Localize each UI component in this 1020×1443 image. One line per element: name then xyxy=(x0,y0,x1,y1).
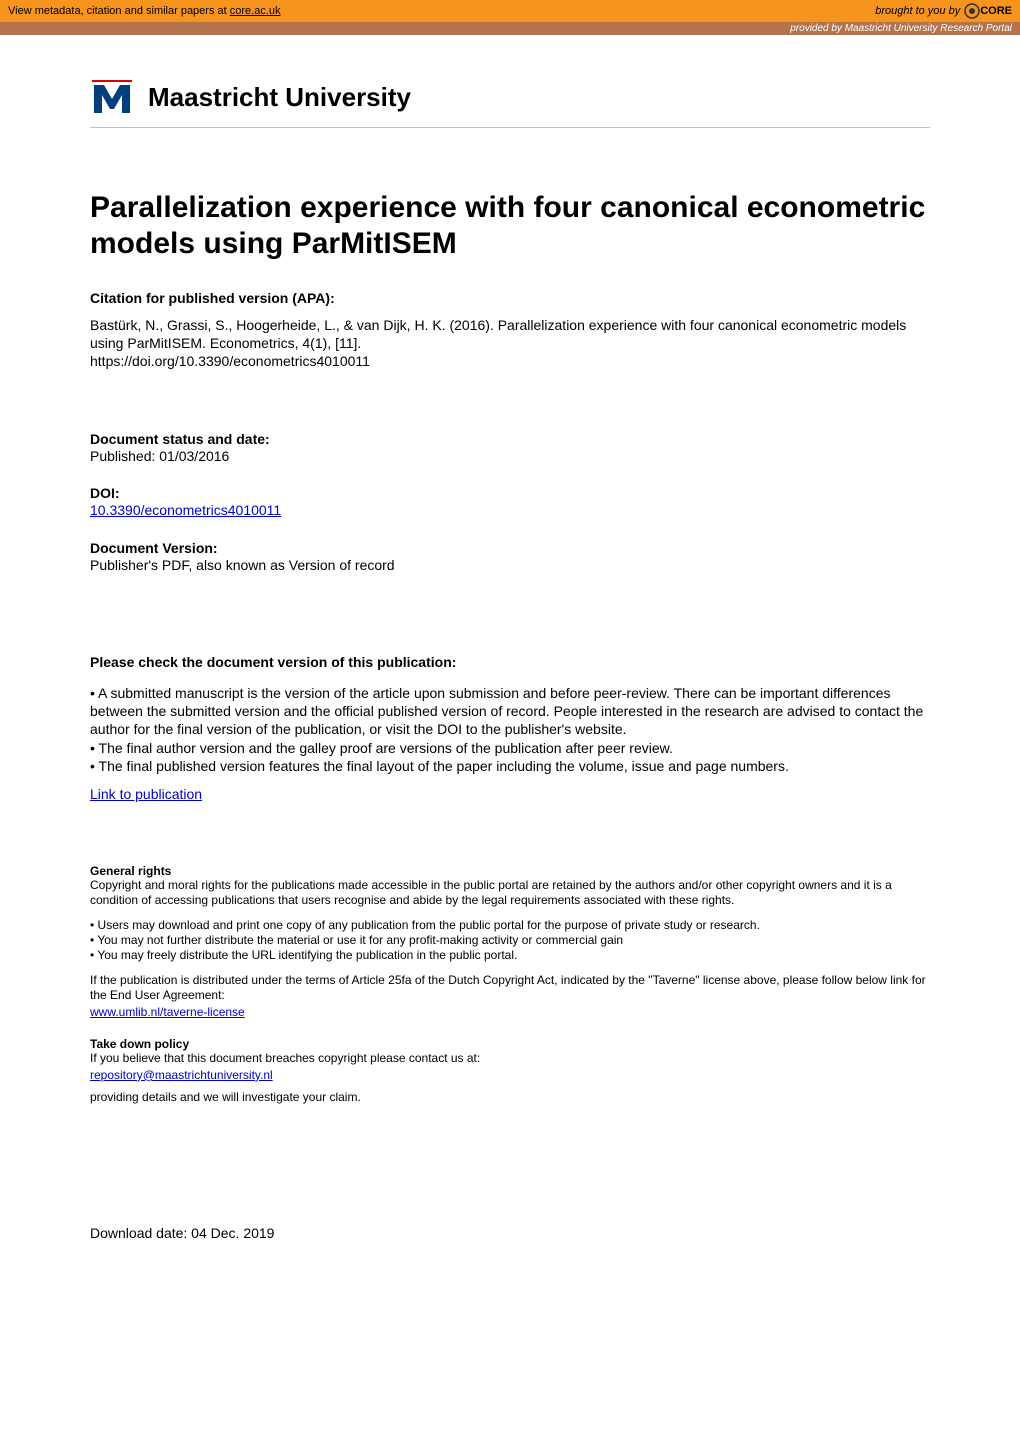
check-bullet-2: • The final author version and the galle… xyxy=(90,739,930,757)
link-to-publication[interactable]: Link to publication xyxy=(90,786,202,802)
core-brought-by: brought to you by xyxy=(875,5,960,17)
take-down-heading: Take down policy xyxy=(90,1037,930,1051)
core-banner-left: View metadata, citation and similar pape… xyxy=(8,5,281,17)
university-header: Maastricht University xyxy=(90,75,930,119)
paper-title: Parallelization experience with four can… xyxy=(90,190,930,262)
take-down-p1: If you believe that this document breach… xyxy=(90,1051,930,1066)
check-bullet-1: • A submitted manuscript is the version … xyxy=(90,684,930,739)
provided-prefix: provided by xyxy=(790,23,844,34)
core-banner: View metadata, citation and similar pape… xyxy=(0,0,1020,22)
status-label: Document status and date: xyxy=(90,431,930,447)
check-bullet-3: • The final published version features t… xyxy=(90,757,930,775)
core-logo-label: CORE xyxy=(980,5,1012,17)
citation-doi-url: https://doi.org/10.3390/econometrics4010… xyxy=(90,353,370,369)
general-rights: General rights Copyright and moral right… xyxy=(90,864,930,1021)
rights-li-3: You may freely distribute the URL identi… xyxy=(90,948,930,963)
citation-label: Citation for published version (APA): xyxy=(90,290,930,306)
core-banner-text: View metadata, citation and similar pape… xyxy=(8,5,230,17)
provided-source: Maastricht University Research Portal xyxy=(845,23,1012,34)
take-down-policy: Take down policy If you believe that thi… xyxy=(90,1037,930,1105)
check-body: • A submitted manuscript is the version … xyxy=(90,684,930,775)
rights-li-1: Users may download and print one copy of… xyxy=(90,918,930,933)
university-name: Maastricht University xyxy=(148,82,411,113)
provided-by-bar: provided by Maastricht University Resear… xyxy=(0,22,1020,35)
core-link[interactable]: core.ac.uk xyxy=(230,5,281,17)
core-banner-right: brought to you by CORE xyxy=(875,3,1012,19)
rights-p2: If the publication is distributed under … xyxy=(90,973,930,1003)
core-logo[interactable]: CORE xyxy=(964,3,1012,19)
download-date: Download date: 04 Dec. 2019 xyxy=(90,1225,930,1241)
citation-text: Bastürk, N., Grassi, S., Hoogerheide, L.… xyxy=(90,317,906,351)
rights-li-2: You may not further distribute the mater… xyxy=(90,933,930,948)
citation-apa: Bastürk, N., Grassi, S., Hoogerheide, L.… xyxy=(90,316,930,371)
header-rule xyxy=(90,127,930,128)
version-value: Publisher's PDF, also known as Version o… xyxy=(90,556,930,574)
repository-email[interactable]: repository@maastrichtuniversity.nl xyxy=(90,1068,273,1082)
doi-label: DOI: xyxy=(90,485,930,501)
rights-heading: General rights xyxy=(90,864,930,878)
page-content: Maastricht University Parallelization ex… xyxy=(0,35,1020,1281)
rights-p1: Copyright and moral rights for the publi… xyxy=(90,878,930,908)
version-label: Document Version: xyxy=(90,540,930,556)
doi-link[interactable]: 10.3390/econometrics4010011 xyxy=(90,502,281,518)
taverne-link[interactable]: www.umlib.nl/taverne-license xyxy=(90,1005,245,1019)
core-logo-icon xyxy=(964,3,980,19)
university-logo-icon xyxy=(90,75,134,119)
status-value: Published: 01/03/2016 xyxy=(90,447,930,465)
check-label: Please check the document version of thi… xyxy=(90,654,930,670)
take-down-p2: providing details and we will investigat… xyxy=(90,1090,930,1105)
